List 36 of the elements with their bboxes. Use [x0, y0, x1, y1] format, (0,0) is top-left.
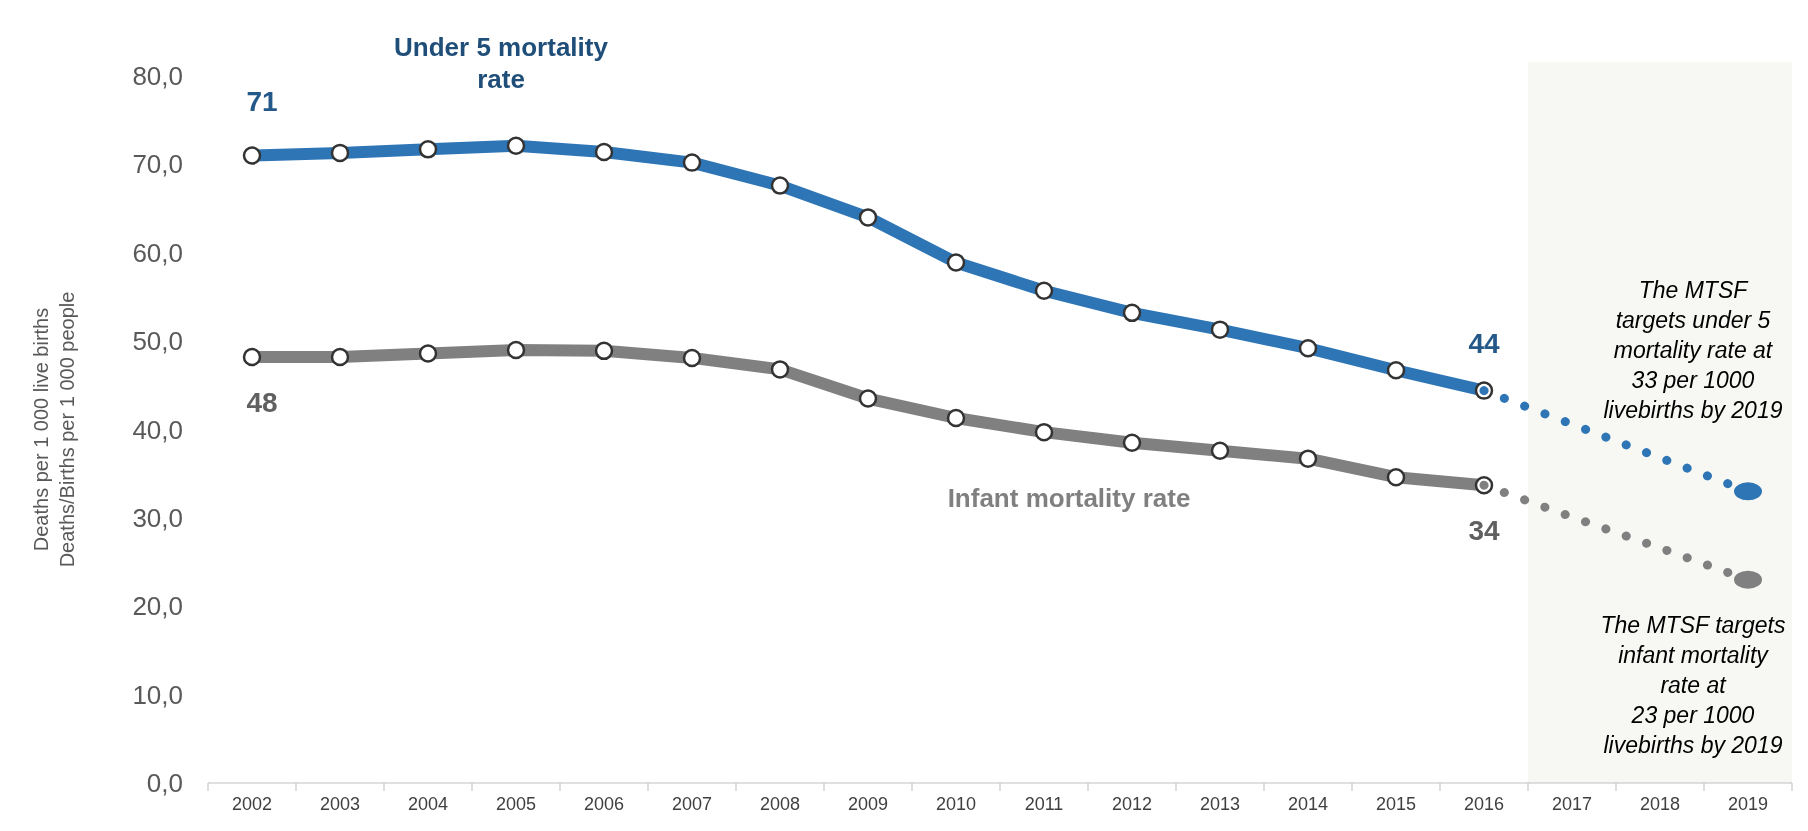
x-tick-label: 2012 — [1111, 794, 1153, 814]
x-tick-label: 2016 — [1463, 794, 1505, 814]
series-label: Under 5 mortality rate — [394, 31, 609, 94]
x-tick-label: 2013 — [1199, 794, 1241, 814]
x-tick-label: 2014 — [1287, 794, 1329, 814]
data-label: 34 — [1468, 515, 1500, 547]
series-label: Infant mortality rate — [947, 483, 1191, 514]
y-tick-label: 10,0 — [132, 679, 183, 710]
x-tick-label: 2008 — [759, 794, 801, 814]
x-tick-label: 2004 — [407, 794, 449, 814]
y-tick-label: 80,0 — [132, 61, 183, 91]
y-tick-label: 20,0 — [132, 591, 183, 622]
data-label: 48 — [246, 387, 278, 419]
x-tick-label: 2015 — [1375, 794, 1417, 814]
x-tick-label: 2005 — [495, 794, 537, 814]
annotation: The MTSF targets under 5 mortality rate at 33 per 1000 livebirths by 2019 — [1603, 277, 1783, 423]
x-tick-label: 2017 — [1551, 794, 1593, 814]
x-tick-label: 2018 — [1639, 794, 1681, 814]
y-tick-label: 0,0 — [146, 768, 183, 798]
y-tick-label: 40,0 — [132, 414, 183, 445]
y-axis-title: Deaths per 1 000 live births Deaths/Births per 1 000 people — [30, 291, 78, 568]
x-tick-label: 2011 — [1024, 794, 1064, 814]
data-label: 44 — [1468, 327, 1500, 359]
x-tick-label: 2019 — [1727, 794, 1769, 814]
x-tick-label: 2002 — [231, 794, 273, 814]
y-tick-label: 70,0 — [132, 149, 183, 180]
x-tick-label: 2010 — [935, 794, 977, 814]
data-label: 71 — [246, 85, 278, 117]
x-tick-label: 2003 — [319, 794, 361, 814]
y-tick-label: 30,0 — [132, 502, 183, 533]
x-tick-label: 2009 — [847, 794, 889, 814]
x-tick-label: 2007 — [671, 794, 713, 814]
y-tick-label: 60,0 — [132, 237, 183, 268]
x-tick-label: 2006 — [583, 794, 625, 814]
annotation: The MTSF targets infant mortality rate at 23 per 1000 livebirths by 2019 — [1600, 612, 1786, 758]
y-tick-label: 50,0 — [132, 326, 183, 357]
